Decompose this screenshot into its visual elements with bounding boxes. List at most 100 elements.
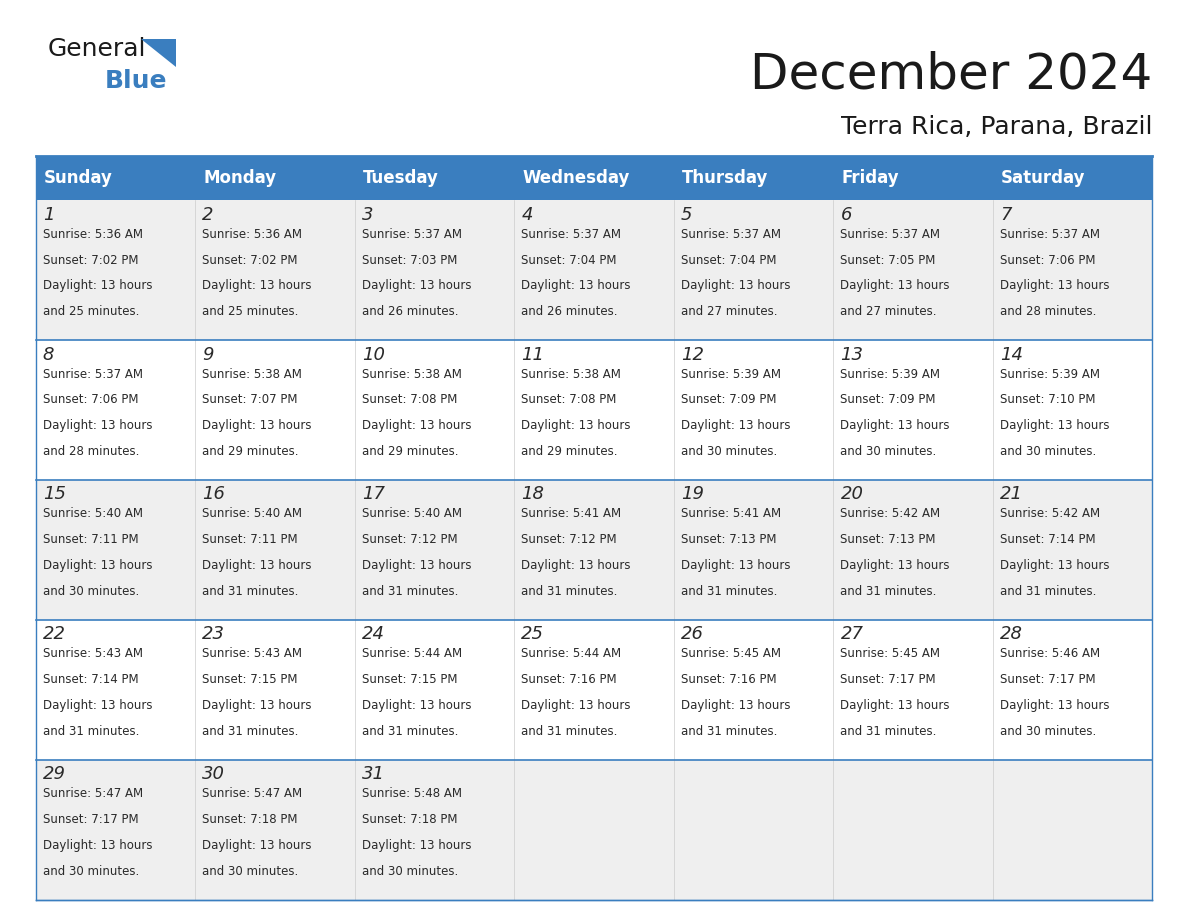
Text: Daylight: 13 hours: Daylight: 13 hours [1000, 279, 1110, 293]
Text: Sunset: 7:02 PM: Sunset: 7:02 PM [202, 253, 298, 266]
Text: 27: 27 [840, 625, 864, 644]
Text: and 26 minutes.: and 26 minutes. [362, 306, 459, 319]
Bar [514, 480, 674, 620]
Text: Sunrise: 5:37 AM: Sunrise: 5:37 AM [681, 228, 781, 241]
Text: Sunset: 7:17 PM: Sunset: 7:17 PM [1000, 673, 1095, 687]
Text: Daylight: 13 hours: Daylight: 13 hours [362, 420, 472, 432]
Text: 9: 9 [202, 345, 214, 364]
Text: Daylight: 13 hours: Daylight: 13 hours [840, 559, 950, 572]
Text: and 30 minutes.: and 30 minutes. [840, 445, 936, 458]
Text: General: General [48, 37, 146, 61]
Bar [674, 620, 833, 760]
Text: Daylight: 13 hours: Daylight: 13 hours [681, 559, 790, 572]
Bar [36, 760, 195, 900]
Text: Blue: Blue [105, 69, 168, 93]
Text: Sunrise: 5:37 AM: Sunrise: 5:37 AM [1000, 228, 1100, 241]
Bar [993, 340, 1152, 480]
Text: Sunset: 7:18 PM: Sunset: 7:18 PM [202, 813, 298, 826]
Text: Sunrise: 5:41 AM: Sunrise: 5:41 AM [522, 508, 621, 521]
Text: December 2024: December 2024 [750, 50, 1152, 98]
Text: Daylight: 13 hours: Daylight: 13 hours [202, 839, 311, 852]
Bar [993, 480, 1152, 620]
Text: Daylight: 13 hours: Daylight: 13 hours [681, 279, 790, 293]
Text: Sunset: 7:12 PM: Sunset: 7:12 PM [362, 533, 457, 546]
Bar [195, 480, 355, 620]
Text: and 29 minutes.: and 29 minutes. [202, 445, 299, 458]
Text: 21: 21 [1000, 486, 1023, 503]
Text: 4: 4 [522, 206, 533, 224]
Text: Sunrise: 5:42 AM: Sunrise: 5:42 AM [840, 508, 941, 521]
Text: 13: 13 [840, 345, 864, 364]
Text: Wednesday: Wednesday [523, 169, 630, 187]
Bar [36, 340, 195, 480]
Text: Daylight: 13 hours: Daylight: 13 hours [840, 279, 950, 293]
Text: Sunrise: 5:45 AM: Sunrise: 5:45 AM [840, 647, 941, 660]
Text: 16: 16 [202, 486, 226, 503]
Text: 11: 11 [522, 345, 544, 364]
Bar [833, 340, 993, 480]
Text: Sunset: 7:08 PM: Sunset: 7:08 PM [522, 394, 617, 407]
Text: Sunrise: 5:45 AM: Sunrise: 5:45 AM [681, 647, 781, 660]
Text: Sunset: 7:17 PM: Sunset: 7:17 PM [43, 813, 138, 826]
Text: Daylight: 13 hours: Daylight: 13 hours [43, 700, 152, 712]
Text: Sunset: 7:15 PM: Sunset: 7:15 PM [202, 673, 298, 687]
Text: Daylight: 13 hours: Daylight: 13 hours [362, 839, 472, 852]
Text: and 30 minutes.: and 30 minutes. [1000, 445, 1097, 458]
Text: 7: 7 [1000, 206, 1011, 224]
Text: Sunset: 7:02 PM: Sunset: 7:02 PM [43, 253, 138, 266]
Text: and 31 minutes.: and 31 minutes. [362, 725, 459, 738]
Text: and 31 minutes.: and 31 minutes. [1000, 585, 1097, 599]
Text: Daylight: 13 hours: Daylight: 13 hours [681, 420, 790, 432]
Text: Daylight: 13 hours: Daylight: 13 hours [840, 700, 950, 712]
Text: 28: 28 [1000, 625, 1023, 644]
Text: and 30 minutes.: and 30 minutes. [1000, 725, 1097, 738]
Text: 3: 3 [362, 206, 373, 224]
Text: and 29 minutes.: and 29 minutes. [362, 445, 459, 458]
Text: Sunrise: 5:40 AM: Sunrise: 5:40 AM [362, 508, 462, 521]
Text: Sunset: 7:04 PM: Sunset: 7:04 PM [522, 253, 617, 266]
Bar [674, 760, 833, 900]
Text: 30: 30 [202, 766, 226, 783]
Text: Sunrise: 5:44 AM: Sunrise: 5:44 AM [522, 647, 621, 660]
Text: Sunset: 7:06 PM: Sunset: 7:06 PM [43, 394, 138, 407]
Text: Sunrise: 5:46 AM: Sunrise: 5:46 AM [1000, 647, 1100, 660]
Text: 10: 10 [362, 345, 385, 364]
Bar [355, 340, 514, 480]
Text: Daylight: 13 hours: Daylight: 13 hours [522, 279, 631, 293]
Bar [195, 200, 355, 340]
Text: and 31 minutes.: and 31 minutes. [840, 725, 937, 738]
Bar [514, 156, 674, 200]
Text: and 30 minutes.: and 30 minutes. [43, 585, 139, 599]
Bar [674, 480, 833, 620]
Text: Sunrise: 5:43 AM: Sunrise: 5:43 AM [202, 647, 302, 660]
Text: Daylight: 13 hours: Daylight: 13 hours [522, 700, 631, 712]
Text: and 31 minutes.: and 31 minutes. [522, 725, 618, 738]
Text: and 31 minutes.: and 31 minutes. [43, 725, 139, 738]
Text: and 30 minutes.: and 30 minutes. [681, 445, 777, 458]
Text: Daylight: 13 hours: Daylight: 13 hours [202, 559, 311, 572]
Text: Daylight: 13 hours: Daylight: 13 hours [43, 839, 152, 852]
Text: Sunset: 7:17 PM: Sunset: 7:17 PM [840, 673, 936, 687]
Text: and 31 minutes.: and 31 minutes. [362, 585, 459, 599]
Text: and 31 minutes.: and 31 minutes. [840, 585, 937, 599]
Text: and 30 minutes.: and 30 minutes. [362, 865, 459, 878]
Text: Sunset: 7:04 PM: Sunset: 7:04 PM [681, 253, 777, 266]
Text: Sunrise: 5:38 AM: Sunrise: 5:38 AM [522, 367, 621, 381]
Text: 17: 17 [362, 486, 385, 503]
Bar [674, 200, 833, 340]
Text: Sunset: 7:12 PM: Sunset: 7:12 PM [522, 533, 617, 546]
Text: 18: 18 [522, 486, 544, 503]
Text: Sunset: 7:07 PM: Sunset: 7:07 PM [202, 394, 298, 407]
Bar [993, 200, 1152, 340]
Bar [993, 156, 1152, 200]
Text: 29: 29 [43, 766, 65, 783]
Text: Tuesday: Tuesday [364, 169, 438, 187]
Text: 2: 2 [202, 206, 214, 224]
Bar [674, 156, 833, 200]
Bar [355, 200, 514, 340]
Text: 31: 31 [362, 766, 385, 783]
Text: 1: 1 [43, 206, 55, 224]
Text: Sunset: 7:09 PM: Sunset: 7:09 PM [681, 394, 777, 407]
Bar [833, 760, 993, 900]
Bar [514, 760, 674, 900]
